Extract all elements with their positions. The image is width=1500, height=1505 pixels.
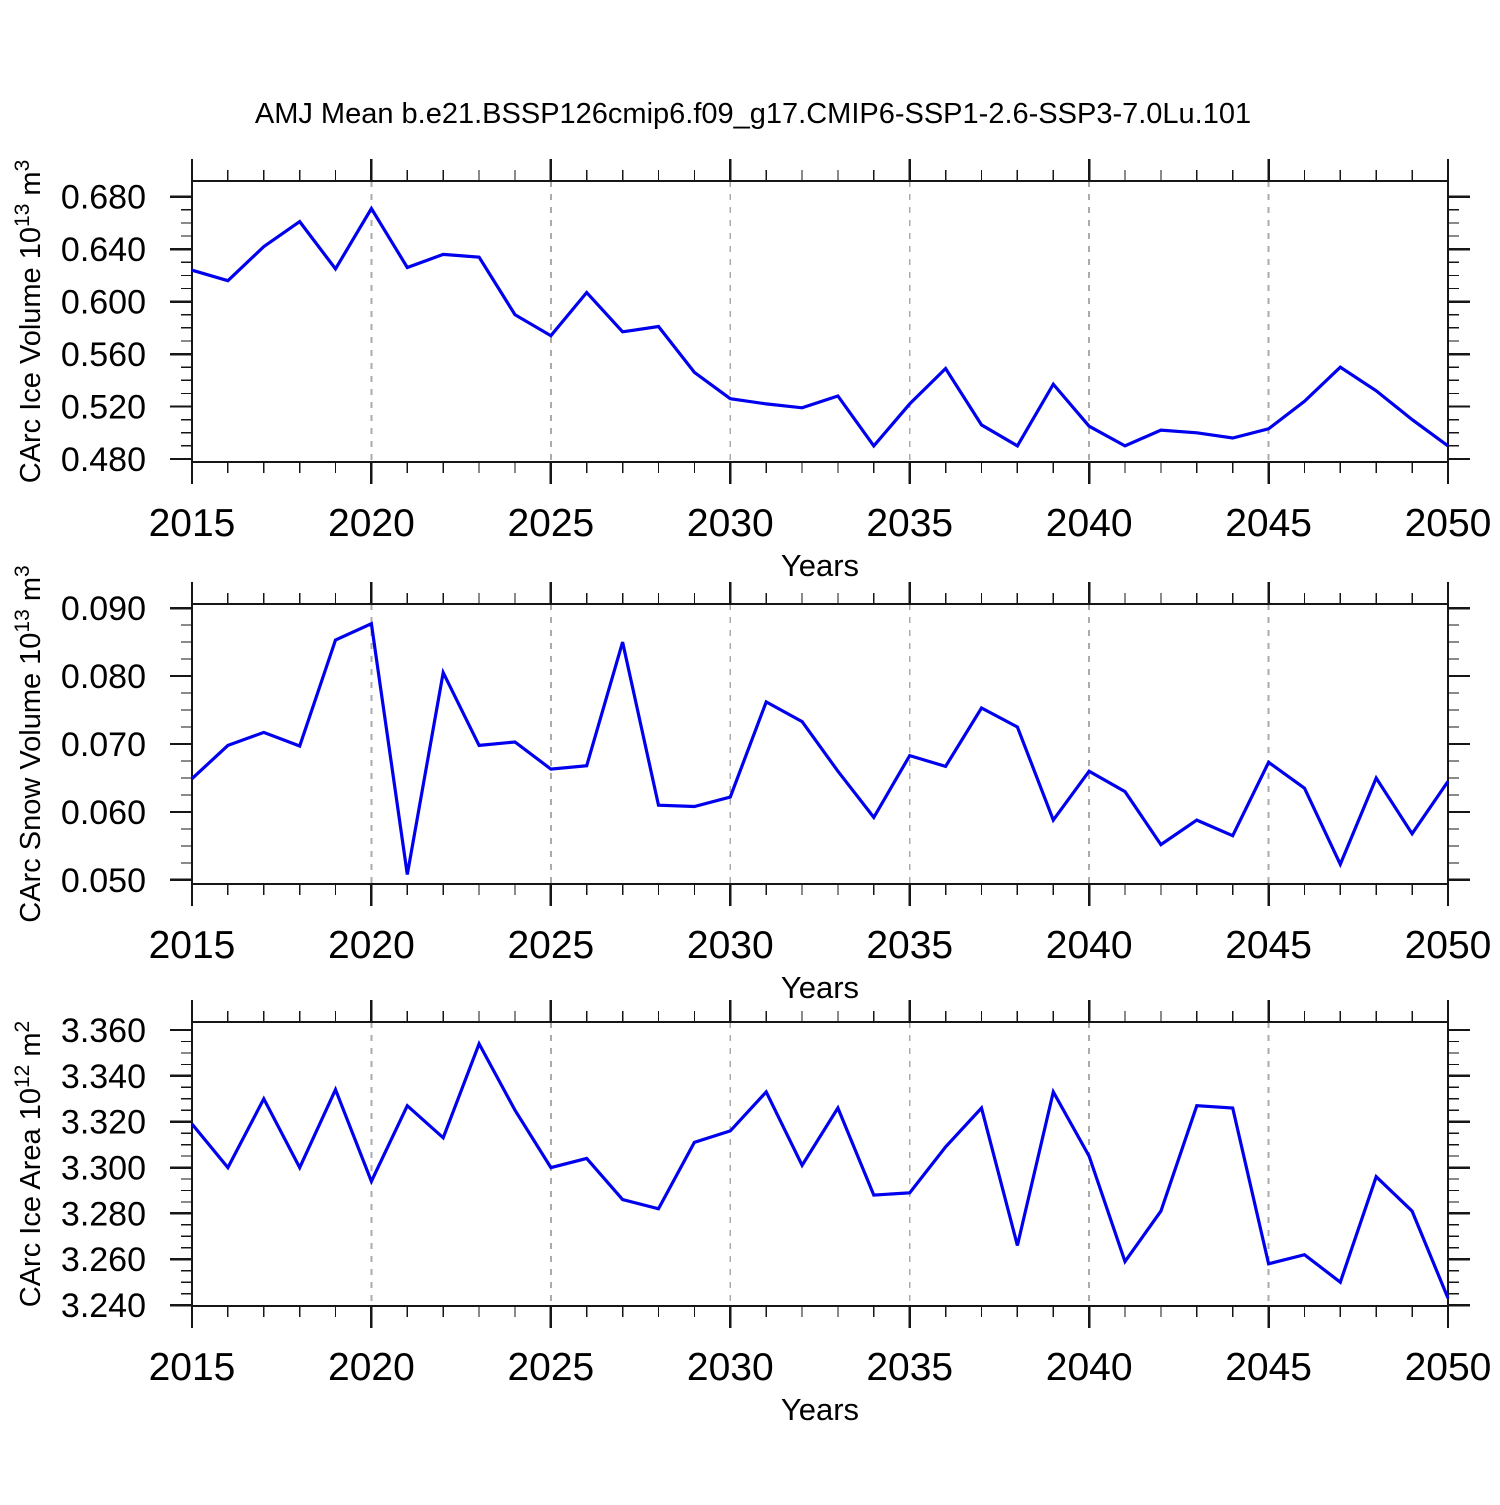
x-axis-title: Years bbox=[781, 1392, 859, 1427]
x-tick-label: 2020 bbox=[328, 1346, 415, 1389]
x-tick-label: 2030 bbox=[687, 924, 774, 967]
x-tick-label: 2050 bbox=[1405, 924, 1492, 967]
x-tick-label: 2045 bbox=[1225, 1346, 1312, 1389]
x-tick-labels: 2015 2020 2025 2030 2035 2040 2045 2050 bbox=[149, 1346, 1492, 1389]
y-axis-title-text: CArc Ice Area 1012 m2 bbox=[11, 1021, 47, 1307]
carc-ice-volume-line bbox=[191, 205, 1449, 449]
x-tick-labels: 2015 2020 2025 2030 2035 2040 2045 2050 bbox=[149, 924, 1492, 967]
y-axis-title: CArc Ice Area 1012 m2 bbox=[11, 1021, 47, 1307]
x-axis-title: Years bbox=[781, 548, 859, 583]
y-tick-label: 0.560 bbox=[61, 336, 146, 374]
x-tick-label: 2050 bbox=[1405, 502, 1492, 545]
x-axis-title: Years bbox=[781, 970, 859, 1005]
y-tick-label: 3.280 bbox=[61, 1195, 146, 1233]
carc-snow-volume-line bbox=[190, 621, 1450, 875]
plot-border bbox=[190, 602, 1450, 886]
x-tick-label: 2040 bbox=[1046, 924, 1133, 967]
y-tick-label: 3.240 bbox=[61, 1287, 146, 1325]
carc-snow-volume-panel: 0.050 0.060 0.070 0.080 0.090 2015 2020 2025 203… bbox=[11, 565, 1491, 1005]
x-tick-label: 2025 bbox=[507, 502, 594, 545]
y-tick-label: 0.080 bbox=[61, 658, 146, 696]
y-tick-label: 0.600 bbox=[61, 284, 146, 322]
x-tick-label: 2015 bbox=[149, 1346, 236, 1389]
y-tick-label: 0.640 bbox=[61, 231, 146, 269]
x-tick-label: 2045 bbox=[1225, 924, 1312, 967]
x-tick-label: 2030 bbox=[687, 1346, 774, 1389]
y-tick-label: 3.260 bbox=[61, 1241, 146, 1279]
x-tick-label: 2035 bbox=[866, 502, 953, 545]
x-tick-label: 2015 bbox=[149, 502, 236, 545]
y-axis-title-text: CArc Ice Volume 1013 m3 bbox=[11, 160, 47, 484]
x-tick-label: 2035 bbox=[866, 1346, 953, 1389]
y-tick-label: 3.320 bbox=[61, 1104, 146, 1142]
ticks bbox=[170, 582, 1470, 906]
y-tick-label: 3.340 bbox=[61, 1058, 146, 1096]
y-tick-labels: 0.480 0.520 0.560 0.600 0.640 0.680 bbox=[61, 179, 146, 479]
plot-border bbox=[190, 1020, 1450, 1308]
x-tick-label: 2035 bbox=[866, 924, 953, 967]
y-tick-label: 3.360 bbox=[61, 1012, 146, 1050]
x-tick-label: 2020 bbox=[328, 502, 415, 545]
gridlines bbox=[370, 1022, 1270, 1306]
x-tick-label: 2040 bbox=[1046, 1346, 1133, 1389]
y-tick-label: 3.300 bbox=[61, 1150, 146, 1188]
y-tick-label: 0.050 bbox=[61, 862, 146, 900]
y-tick-label: 0.480 bbox=[61, 441, 146, 479]
gridlines bbox=[370, 181, 1270, 462]
x-tick-label: 2040 bbox=[1046, 502, 1133, 545]
y-tick-label: 0.070 bbox=[61, 726, 146, 764]
y-axis-title: CArc Snow Volume 1013 m3 bbox=[11, 565, 47, 922]
x-tick-label: 2015 bbox=[149, 924, 236, 967]
y-tick-labels: 0.050 0.060 0.070 0.080 0.090 bbox=[61, 590, 146, 900]
y-tick-label: 0.520 bbox=[61, 389, 146, 427]
chart-title: AMJ Mean b.e21.BSSP126cmip6.f09_g17.CMIP… bbox=[255, 98, 1251, 130]
carc-ice-area-line bbox=[190, 1039, 1450, 1299]
y-axis-title: CArc Ice Volume 1013 m3 bbox=[11, 160, 47, 484]
x-tick-label: 2030 bbox=[687, 502, 774, 545]
ticks bbox=[170, 1000, 1470, 1328]
ticks bbox=[170, 159, 1470, 484]
y-tick-labels: 3.240 3.260 3.280 3.300 3.320 3.340 3.360 bbox=[61, 1012, 146, 1325]
x-tick-label: 2025 bbox=[507, 924, 594, 967]
y-tick-label: 0.090 bbox=[61, 590, 146, 628]
y-tick-label: 0.680 bbox=[61, 179, 146, 217]
y-axis-title-text: CArc Snow Volume 1013 m3 bbox=[11, 565, 47, 922]
x-tick-label: 2020 bbox=[328, 924, 415, 967]
x-tick-labels: 2015 2020 2025 2030 2035 2040 2045 2050 bbox=[149, 502, 1492, 545]
y-tick-label: 0.060 bbox=[61, 794, 146, 832]
x-tick-label: 2045 bbox=[1225, 502, 1312, 545]
x-tick-label: 2050 bbox=[1405, 1346, 1492, 1389]
x-tick-label: 2025 bbox=[507, 1346, 594, 1389]
plot-border bbox=[190, 179, 1450, 464]
